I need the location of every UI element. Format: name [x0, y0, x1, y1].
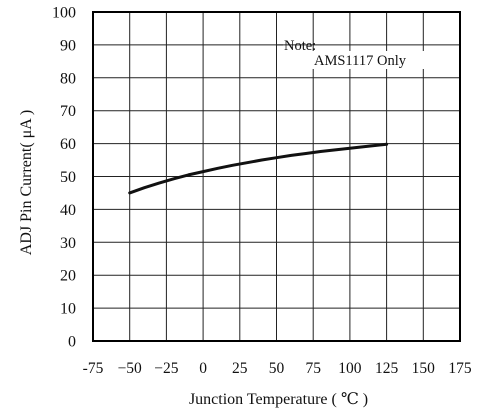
y-tick-label: 20: [60, 268, 76, 285]
note-label: Note:: [284, 38, 316, 54]
x-axis-title: Junction Temperature ( ℃ ): [189, 391, 368, 408]
x-tick-label: −25: [154, 360, 178, 377]
y-tick-label: 40: [60, 202, 76, 219]
y-tick-label: 10: [60, 301, 76, 318]
series-layer: [128, 142, 389, 195]
x-tick-labels: -75 −50 −25 0 25 50 75 100 125 150 175: [83, 360, 472, 377]
note-annotation: Note: AMS1117 Only: [276, 38, 428, 69]
x-tick-label: 175: [448, 360, 472, 377]
y-tick-label: 0: [68, 334, 76, 351]
y-tick-label: 30: [60, 235, 76, 252]
x-tick-label: 150: [412, 360, 436, 377]
x-tick-label: 125: [375, 360, 399, 377]
x-tick-label: 50: [269, 360, 285, 377]
x-tick-label: −50: [118, 360, 142, 377]
x-tick-label: 0: [199, 360, 207, 377]
y-tick-label: 90: [60, 37, 76, 54]
note-device-text: AMS1117 Only: [314, 53, 407, 69]
x-tick-label: 25: [232, 360, 248, 377]
y-tick-label: 100: [52, 5, 76, 22]
y-tick-label: 70: [60, 103, 76, 120]
y-axis-title: ADJ Pin Current( μA ): [18, 110, 35, 255]
plot-frame: [92, 11, 461, 342]
series-line-0: [128, 142, 389, 195]
y-tick-label: 80: [60, 70, 76, 87]
y-tick-labels: 0 10 20 30 40 50 60 70 80 90 100: [52, 5, 76, 351]
x-tick-label: 100: [338, 360, 362, 377]
y-tick-label: 50: [60, 169, 76, 186]
x-tick-label: -75: [83, 360, 104, 377]
x-tick-label: 75: [305, 360, 321, 377]
note-background: [312, 51, 428, 69]
y-tick-label: 60: [60, 136, 76, 153]
